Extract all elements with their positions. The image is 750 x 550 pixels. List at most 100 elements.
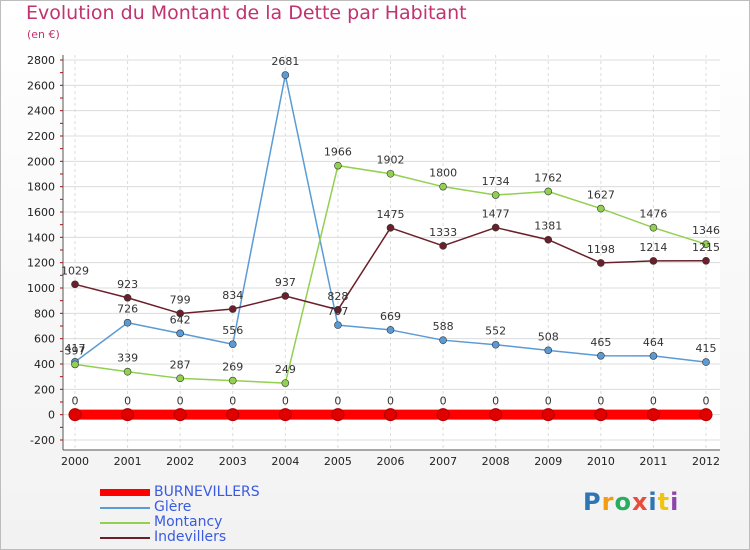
data-point-burnevillers	[121, 408, 135, 422]
data-point-montancy	[176, 374, 184, 383]
data-label-montancy: 1762	[534, 171, 562, 184]
proxiti-logo: Proxiti	[583, 488, 679, 516]
data-label-gl-re: 642	[170, 313, 191, 326]
legend-label: BURNEVILLERS	[154, 484, 260, 500]
data-label-indevillers: 1477	[482, 208, 510, 221]
data-label-indevillers: 1029	[61, 264, 89, 277]
data-point-gl-re	[386, 326, 395, 334]
data-point-gl-re	[597, 351, 605, 360]
data-label-burnevillers: 0	[492, 395, 499, 408]
data-label-gl-re: 417	[65, 342, 86, 355]
logo-letter: i	[670, 488, 680, 516]
data-label-indevillers: 1198	[587, 243, 615, 256]
data-label-gl-re: 707	[327, 305, 348, 318]
chart-title: Evolution du Montant de la Dette par Hab…	[26, 2, 467, 24]
data-point-burnevillers	[226, 408, 240, 422]
data-label-montancy: 1346	[692, 224, 720, 237]
x-tick-label: 2006	[377, 455, 405, 468]
data-point-indevillers	[386, 224, 395, 232]
data-point-burnevillers	[646, 408, 660, 422]
logo-letter: r	[601, 488, 615, 516]
chart-subtitle: (en €)	[27, 28, 60, 41]
data-labels: 417 726 642 556 2681 707 669 588 552 508 465 464 415…	[61, 55, 720, 408]
data-point-gl-re	[491, 340, 500, 349]
data-point-indevillers	[71, 280, 79, 289]
data-label-indevillers: 1381	[534, 220, 562, 233]
data-point-montancy	[649, 223, 658, 232]
data-point-indevillers	[176, 309, 184, 318]
legend-label: Glère	[154, 499, 192, 515]
data-label-montancy: 249	[275, 363, 296, 376]
data-point-gl-re	[544, 346, 553, 355]
data-label-montancy: 1734	[482, 175, 510, 188]
legend-swatch	[100, 489, 150, 496]
y-tick-label: -200	[30, 434, 55, 447]
data-label-montancy: 1627	[587, 189, 615, 202]
data-label-burnevillers: 0	[597, 395, 604, 408]
data-label-burnevillers: 0	[650, 395, 657, 408]
data-label-burnevillers: 0	[545, 395, 552, 408]
x-tick-label: 2009	[534, 455, 562, 468]
data-point-montancy	[281, 379, 290, 387]
data-label-indevillers: 1215	[692, 241, 720, 254]
data-point-gl-re	[334, 321, 342, 329]
data-point-indevillers	[281, 292, 290, 300]
y-tick-label: 400	[34, 358, 55, 371]
grid	[63, 55, 720, 450]
data-point-indevillers	[491, 223, 500, 232]
data-label-burnevillers: 0	[334, 395, 341, 408]
data-point-burnevillers	[384, 408, 397, 422]
x-tick-label: 2002	[166, 455, 194, 468]
data-label-gl-re: 2681	[271, 55, 299, 68]
legend-label: Montancy	[154, 514, 223, 530]
x-tick-label: 2010	[587, 455, 615, 468]
data-point-indevillers	[702, 256, 710, 265]
data-label-burnevillers: 0	[440, 395, 447, 408]
data-label-montancy: 1902	[377, 154, 405, 167]
data-point-indevillers	[334, 305, 342, 314]
data-label-indevillers: 799	[170, 293, 191, 306]
data-label-gl-re: 415	[696, 342, 717, 355]
data-label-montancy: 397	[65, 344, 86, 357]
logo-letter: t	[657, 488, 671, 516]
data-label-gl-re: 588	[433, 320, 454, 333]
data-point-montancy	[544, 187, 553, 196]
data-label-indevillers: 828	[327, 290, 348, 303]
data-point-burnevillers	[436, 408, 450, 422]
data-point-burnevillers	[173, 408, 187, 422]
data-point-montancy	[702, 240, 710, 248]
data-point-montancy	[71, 360, 79, 369]
y-tick-label: 1600	[27, 206, 55, 219]
data-label-gl-re: 465	[590, 336, 611, 349]
data-label-montancy: 269	[222, 361, 243, 374]
data-point-indevillers	[544, 235, 553, 244]
data-label-burnevillers: 0	[703, 395, 710, 408]
x-tick-label: 2011	[639, 455, 667, 468]
data-label-montancy: 287	[170, 358, 191, 371]
data-label-gl-re: 556	[222, 324, 243, 337]
data-point-gl-re	[649, 352, 658, 360]
x-tick-label: 2005	[324, 455, 352, 468]
x-tick-label: 2001	[114, 455, 142, 468]
data-label-indevillers: 1333	[429, 226, 457, 239]
data-point-burnevillers	[489, 408, 503, 422]
y-tick-label: 1000	[27, 282, 55, 295]
legend-swatch	[100, 537, 150, 539]
data-point-indevillers	[649, 257, 658, 265]
y-tick-label: 2600	[27, 79, 55, 92]
x-tick-label: 2000	[61, 455, 89, 468]
data-label-burnevillers: 0	[72, 395, 79, 408]
data-label-montancy: 1966	[324, 146, 352, 159]
data-point-burnevillers	[68, 408, 82, 422]
data-point-gl-re	[281, 71, 290, 79]
y-tick-label: 2000	[27, 155, 55, 168]
data-point-montancy	[228, 376, 237, 385]
y-tick-label: 800	[34, 307, 55, 320]
data-point-gl-re	[176, 329, 184, 338]
data-point-gl-re	[228, 340, 237, 349]
data-point-indevillers	[123, 293, 132, 302]
data-point-indevillers	[597, 259, 605, 267]
data-point-montancy	[597, 204, 605, 213]
logo-letter: x	[631, 488, 649, 516]
